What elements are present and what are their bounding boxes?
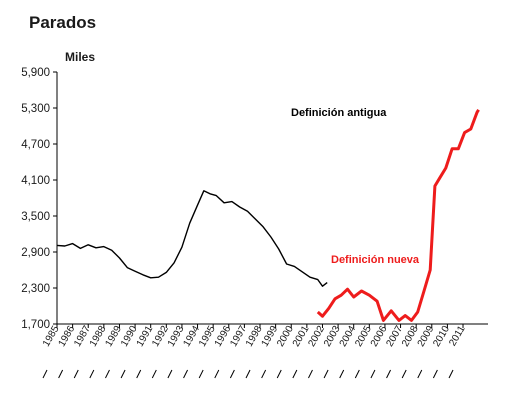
x-tick-stub bbox=[417, 369, 423, 379]
x-tick-stub bbox=[354, 369, 360, 379]
x-tick-stub bbox=[89, 369, 95, 379]
x-tick-stub bbox=[105, 369, 110, 379]
series-line-definicion-nueva bbox=[316, 109, 480, 322]
x-tick-stub bbox=[58, 369, 64, 379]
y-tick-label: 2,300 bbox=[21, 283, 50, 295]
x-tick-stub bbox=[401, 369, 407, 379]
y-tick-label: 5,300 bbox=[21, 103, 50, 115]
series-line-definicion-antigua bbox=[56, 190, 328, 287]
x-tick-stub bbox=[386, 369, 391, 379]
x-tick-stub bbox=[339, 369, 345, 379]
x-axis: 1985198619871988198919901991199219931994… bbox=[41, 323, 488, 379]
y-tick-label: 5,900 bbox=[21, 67, 50, 79]
y-axis: 1,700 2,300 2,900 3,500 4,100 4,700 5,300 5,900 bbox=[21, 67, 58, 331]
x-tick-label: 2011 bbox=[447, 324, 467, 349]
x-tick-stub bbox=[323, 369, 329, 379]
x-tick-stub bbox=[151, 369, 157, 379]
x-tick-stub bbox=[167, 369, 173, 379]
x-tick-stub bbox=[42, 369, 48, 379]
x-tick-stub bbox=[229, 369, 235, 379]
series-label-definicion-antigua: Definición antigua bbox=[291, 107, 387, 119]
y-tick-label: 3,500 bbox=[21, 211, 50, 223]
series-label-definicion-nueva: Definición nueva bbox=[331, 254, 420, 266]
x-tick-stub bbox=[276, 369, 282, 379]
x-tick-stub bbox=[120, 369, 126, 379]
x-tick-stub bbox=[308, 369, 313, 379]
y-tick-label: 4,700 bbox=[21, 139, 50, 151]
x-tick-stub bbox=[198, 369, 204, 379]
y-tick-label: 1,700 bbox=[21, 319, 50, 331]
x-tick-stub bbox=[370, 369, 376, 379]
chart-title: Parados bbox=[29, 13, 96, 32]
x-tick-stub bbox=[432, 369, 438, 379]
x-tick-stub bbox=[245, 369, 251, 379]
x-tick-stub bbox=[73, 369, 79, 379]
x-tick-label: 2010 bbox=[431, 324, 452, 349]
x-tick-stub bbox=[292, 369, 298, 379]
y-axis-unit-label: Miles bbox=[65, 50, 95, 64]
x-tick-stub bbox=[136, 369, 142, 379]
x-tick-stub bbox=[183, 369, 188, 379]
x-tick-stub bbox=[214, 369, 220, 379]
x-tick-stub bbox=[448, 369, 454, 379]
y-tick-label: 2,900 bbox=[21, 247, 50, 259]
y-tick-label: 4,100 bbox=[21, 175, 50, 187]
x-tick-stub bbox=[261, 369, 267, 379]
